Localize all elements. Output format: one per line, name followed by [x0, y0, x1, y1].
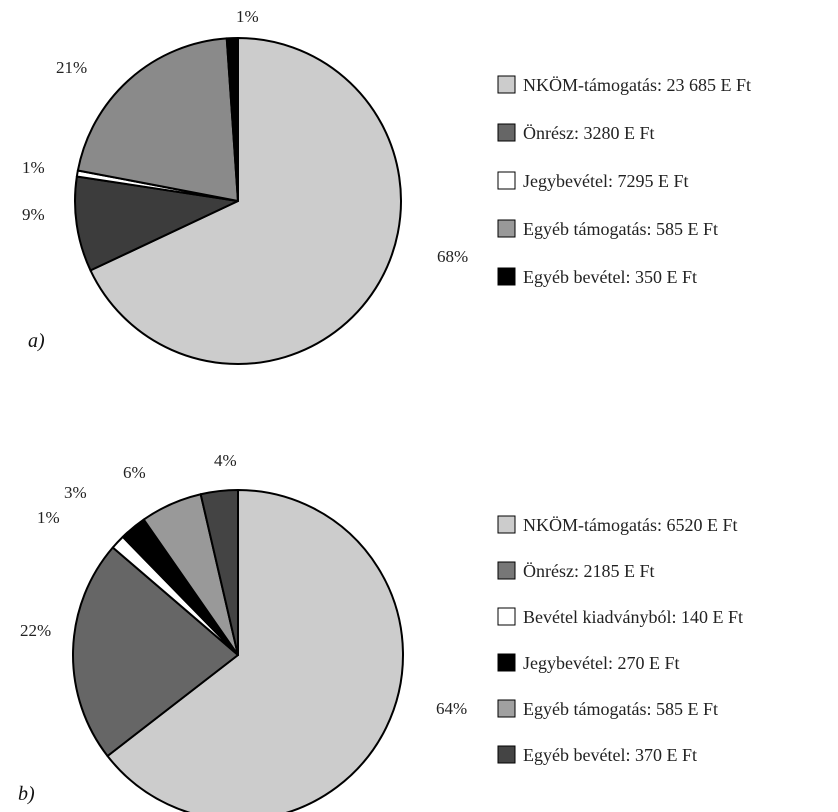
legend-entry: Egyéb támogatás: 585 E Ft: [523, 699, 718, 719]
legend: NKÖM-támogatás: 6520 E Ft Önrész: 2185 E …: [497, 515, 743, 765]
slice-percent-label: 3%: [64, 483, 87, 502]
pie-slice: [199, 489, 239, 656]
pie-slice: [106, 489, 404, 812]
slice-percent-label: 21%: [56, 58, 87, 77]
legend-entry: Egyéb támogatás: 585 E Ft: [523, 219, 718, 239]
legend-entry: Egyéb bevétel: 350 E Ft: [523, 267, 697, 287]
panel-label: a): [28, 330, 45, 352]
legend-swatch: [497, 123, 516, 142]
legend-entry: Bevétel kiadványból: 140 E Ft: [523, 607, 743, 627]
slice-percent-label: 68%: [437, 247, 468, 266]
legend-swatch: [497, 515, 516, 534]
legend-swatch: [497, 653, 516, 672]
slice-percent-label: 1%: [37, 508, 60, 527]
legend-swatch: [497, 171, 516, 190]
legend-swatch: [497, 607, 516, 626]
pie-chart-a: 68% 9% 1% 21% 1% a) NKÖM-támogatás: 23 685 E F…: [22, 7, 751, 365]
slice-percent-label: 1%: [22, 158, 45, 177]
slice-percent-label: 64%: [436, 699, 467, 718]
legend-entry: Egyéb bevétel: 370 E Ft: [523, 745, 697, 765]
pie-slice: [72, 546, 239, 757]
slice-percent-label: 4%: [214, 451, 237, 470]
legend-entry: Jegybevétel: 270 E Ft: [523, 653, 679, 673]
pie-chart-b: 64% 22% 1%3% 6% 4% b) NKÖM-támogatás: 6520 E F…: [18, 451, 743, 812]
legend-swatch: [497, 561, 516, 580]
legend-entry: Önrész: 2185 E Ft: [523, 561, 654, 581]
pie-slice: [225, 37, 239, 202]
legend-swatch: [497, 699, 516, 718]
slice-percent-label: 1%: [236, 7, 259, 26]
legend-swatch: [497, 75, 516, 94]
pie-slice: [74, 175, 239, 272]
slice-percent-label: 9%: [22, 205, 45, 224]
slice-percent-label: 6%: [123, 463, 146, 482]
panel-label: b): [18, 783, 35, 805]
legend-swatch: [497, 267, 516, 286]
pie-slice: [76, 37, 239, 202]
legend-entry: Önrész: 3280 E Ft: [523, 123, 654, 143]
legend-swatch: [497, 219, 516, 238]
legend-entry: NKÖM-támogatás: 6520 E Ft: [523, 515, 737, 535]
legend-swatch: [497, 745, 516, 764]
legend-entry: NKÖM-támogatás: 23 685 E Ft: [523, 75, 751, 95]
slice-percent-label: 22%: [20, 621, 51, 640]
pie-slice: [89, 37, 402, 365]
legend-entry: Jegybevétel: 7295 E Ft: [523, 171, 688, 191]
legend: NKÖM-támogatás: 23 685 E Ft Önrész: 3280 …: [497, 75, 751, 287]
